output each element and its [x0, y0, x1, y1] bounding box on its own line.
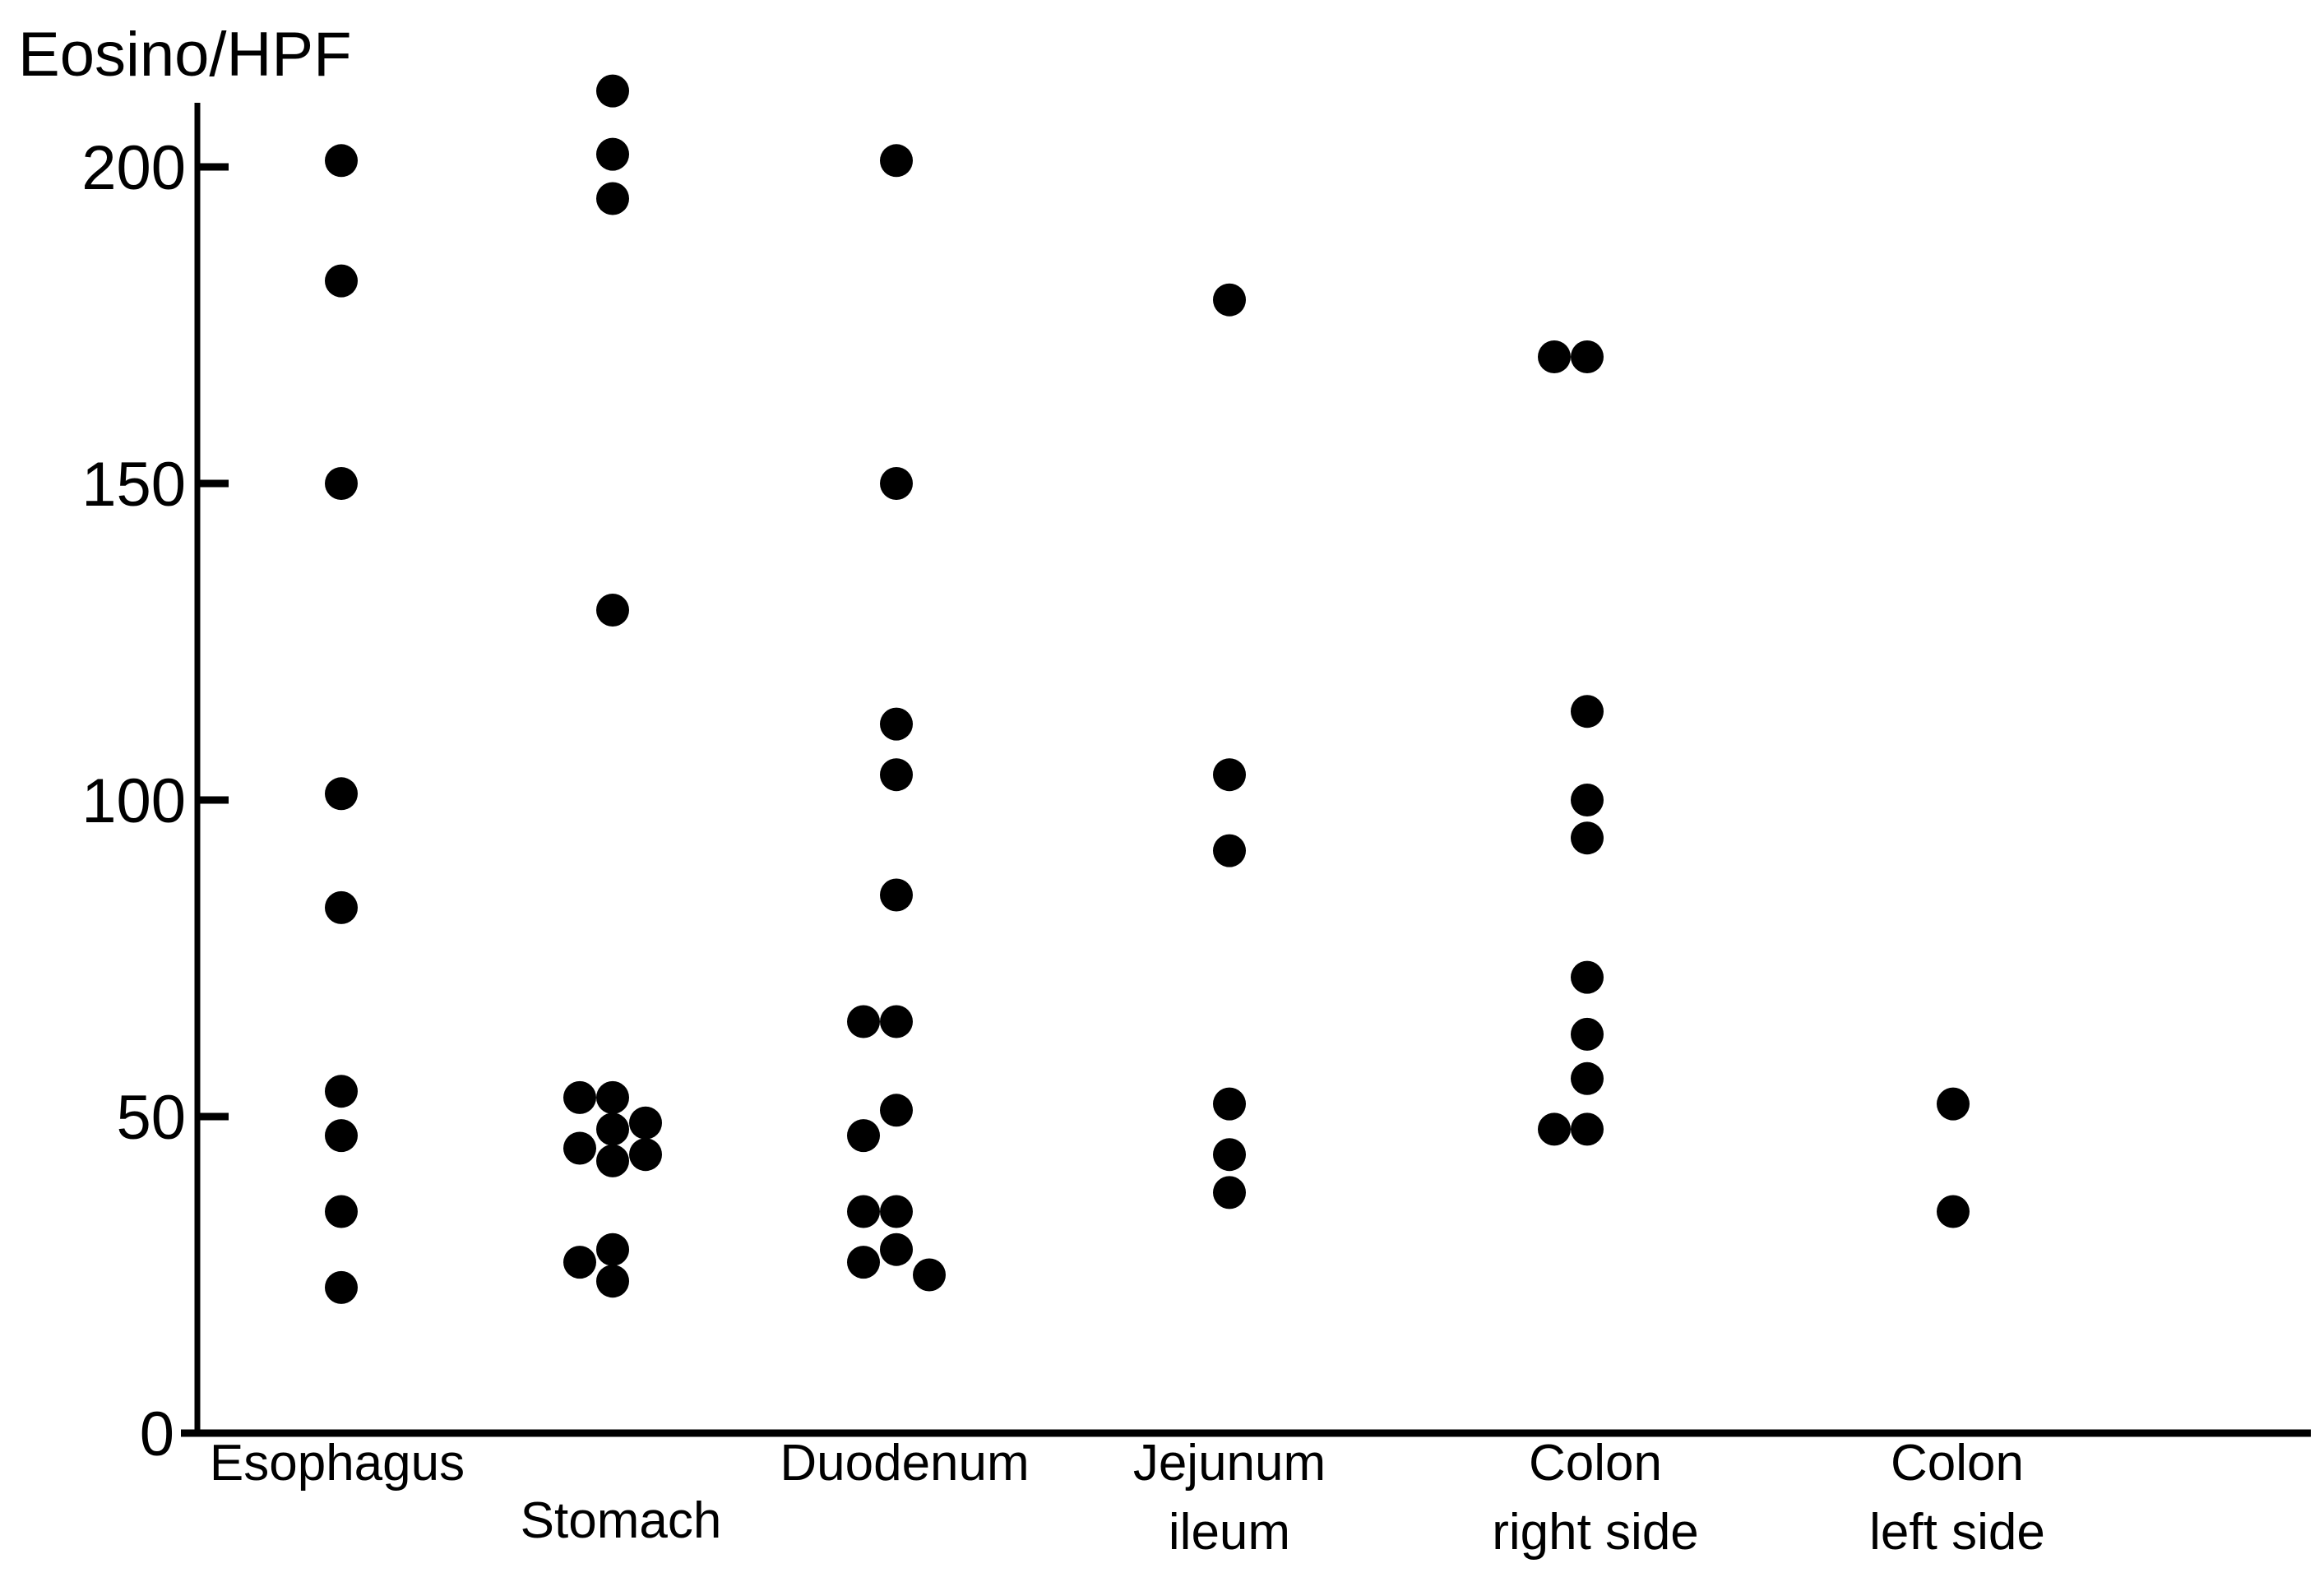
y-tick-label: 100: [81, 766, 186, 836]
data-point: [1213, 758, 1246, 792]
data-point: [880, 878, 913, 912]
data-point: [596, 1080, 629, 1114]
data-point: [325, 264, 358, 298]
data-point: [880, 1005, 913, 1038]
data-point: [1213, 1087, 1246, 1121]
data-point: [1538, 1112, 1571, 1146]
data-points: [325, 74, 1970, 1304]
data-point: [325, 1075, 358, 1108]
y-axis-ticks: 0 50 100 150 200: [81, 133, 229, 1469]
data-point: [563, 1246, 596, 1279]
y-tick-label: 0: [140, 1399, 174, 1469]
data-point: [1937, 1087, 1970, 1121]
data-point: [325, 467, 358, 500]
data-point: [880, 467, 913, 500]
x-category-label: ileum: [1169, 1504, 1290, 1561]
data-point: [880, 707, 913, 741]
data-point: [596, 594, 629, 627]
axes: [181, 103, 2311, 1437]
data-point: [596, 74, 629, 108]
data-point: [325, 1195, 358, 1228]
x-category-label: Colon: [1891, 1435, 2024, 1492]
data-point: [880, 1094, 913, 1127]
data-point: [325, 1119, 358, 1153]
data-point: [1571, 1112, 1604, 1146]
x-category-label: Duodenum: [780, 1435, 1029, 1492]
data-point: [325, 144, 358, 178]
data-point: [1538, 340, 1571, 373]
data-point: [1213, 283, 1246, 317]
data-point: [325, 777, 358, 811]
data-point: [1213, 834, 1246, 867]
data-point: [880, 144, 913, 178]
data-point: [847, 1005, 880, 1038]
data-point: [847, 1246, 880, 1279]
data-point: [1213, 1138, 1246, 1172]
y-tick-label: 150: [81, 450, 186, 520]
data-point: [847, 1195, 880, 1228]
data-point: [596, 1233, 629, 1266]
data-point: [596, 137, 629, 171]
data-point: [1571, 695, 1604, 728]
data-point: [1571, 960, 1604, 994]
data-point: [629, 1106, 662, 1140]
x-category-label: right side: [1492, 1504, 1699, 1561]
data-point: [847, 1119, 880, 1153]
data-point: [1937, 1195, 1970, 1228]
data-point: [596, 1144, 629, 1177]
data-point: [1571, 784, 1604, 816]
data-point: [629, 1138, 662, 1172]
x-axis-category-labels: Esophagus Stomach Duodenum Jejunum ileum Colo…: [210, 1435, 2045, 1561]
data-point: [1213, 1176, 1246, 1209]
data-point: [1571, 1061, 1604, 1095]
data-point: [1571, 821, 1604, 855]
data-point: [325, 890, 358, 924]
y-tick-label: 200: [81, 133, 186, 203]
data-point: [1571, 340, 1604, 373]
x-category-label: Esophagus: [210, 1435, 465, 1492]
data-point: [325, 1270, 358, 1304]
data-point: [563, 1080, 596, 1114]
x-category-label: Stomach: [521, 1492, 722, 1549]
x-category-label: Colon: [1529, 1435, 1662, 1492]
data-point: [880, 1233, 913, 1266]
y-tick-label: 50: [116, 1083, 186, 1153]
data-point: [596, 1265, 629, 1298]
data-point: [596, 1112, 629, 1146]
x-category-label: Jejunum: [1133, 1435, 1326, 1492]
data-point: [563, 1131, 596, 1165]
data-point: [1571, 1017, 1604, 1051]
y-axis-label: Eosino/HPF: [18, 20, 352, 90]
data-point: [596, 182, 629, 215]
data-point: [880, 1195, 913, 1228]
data-point: [913, 1258, 946, 1292]
data-point: [880, 758, 913, 792]
x-category-label: left side: [1869, 1504, 2045, 1561]
